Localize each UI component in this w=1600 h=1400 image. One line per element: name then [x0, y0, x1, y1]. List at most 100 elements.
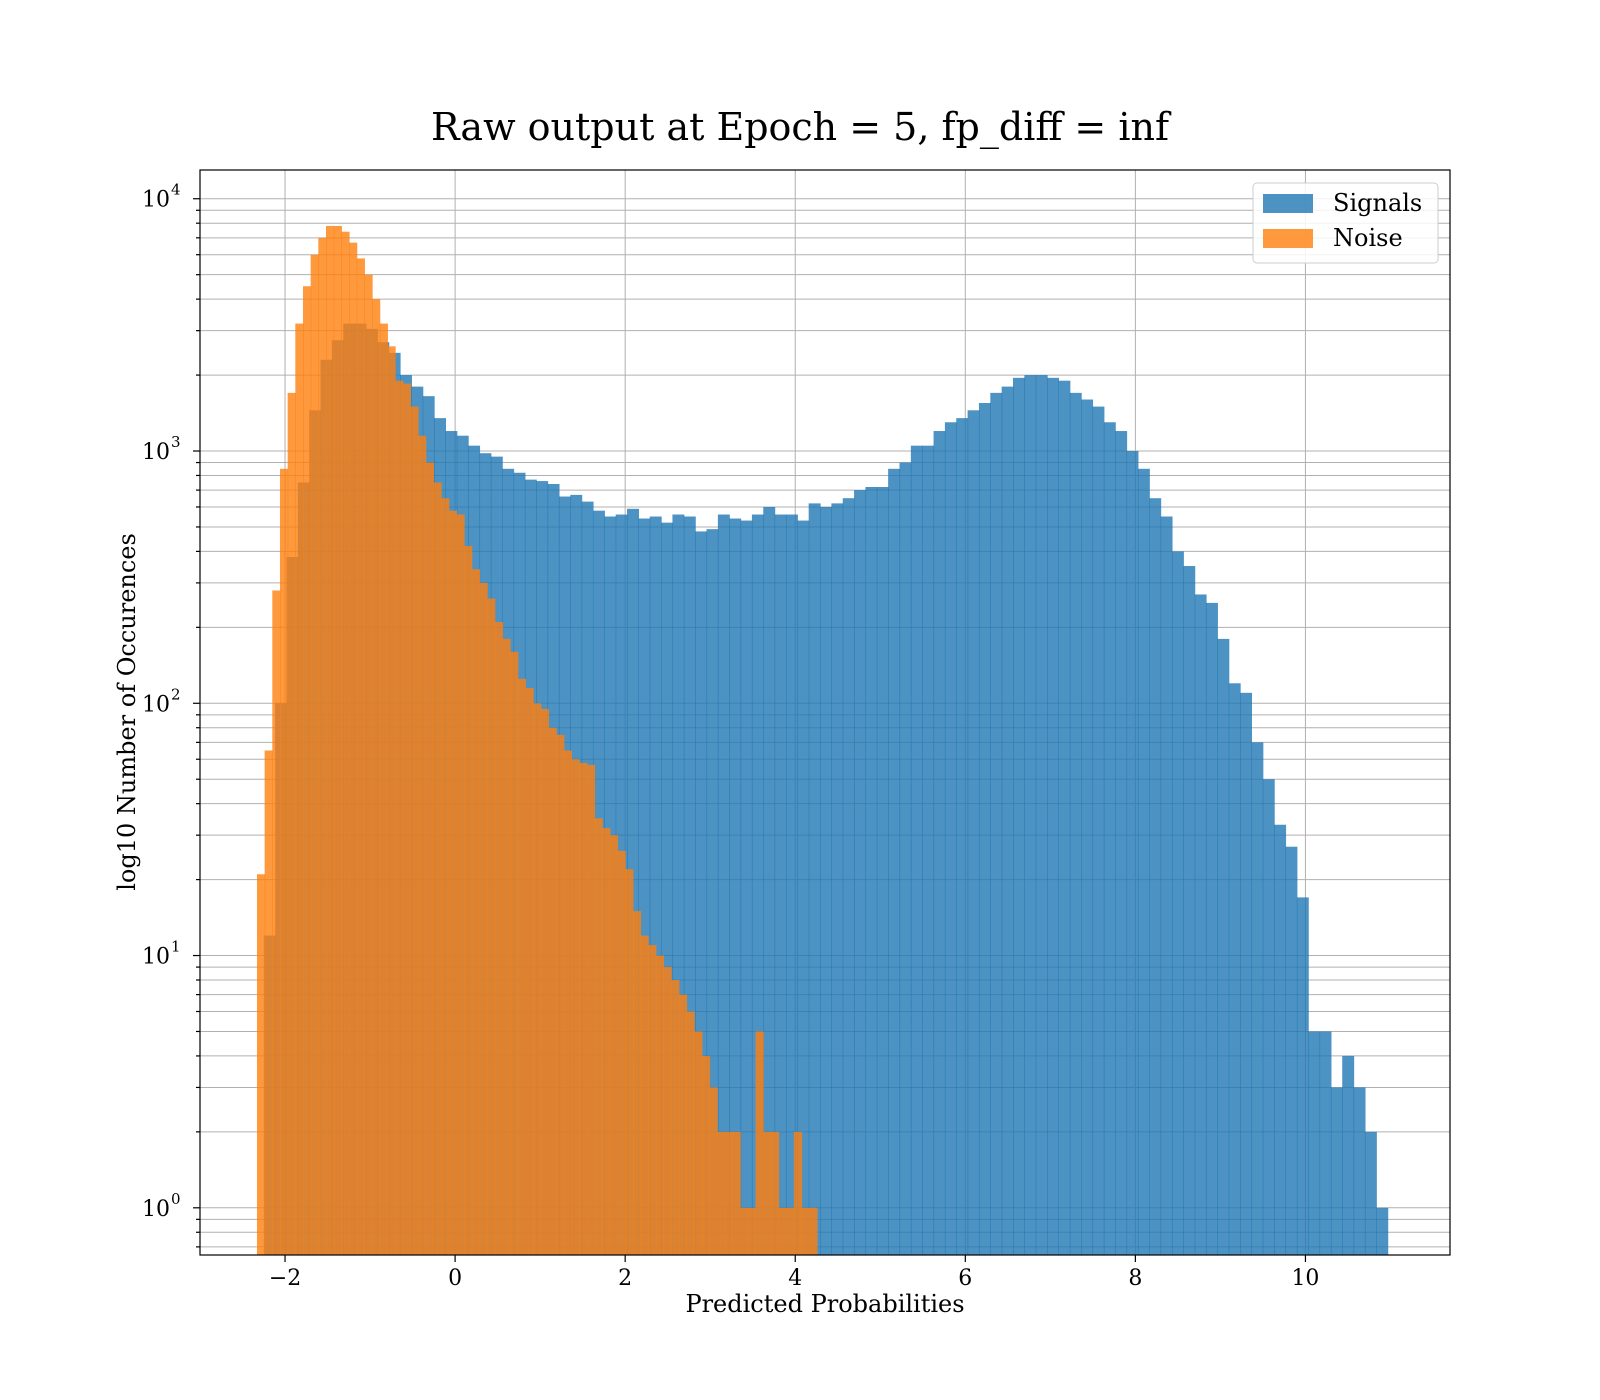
signals-bar: [1081, 399, 1094, 1255]
y-tick-label: 10: [142, 945, 170, 970]
signals-bar: [672, 514, 685, 1255]
signals-bar: [956, 418, 969, 1255]
noise-bar: [256, 874, 266, 1255]
noise-bar: [640, 935, 649, 1255]
y-tick-label: 10: [142, 692, 170, 717]
plot-frame: [199, 169, 1451, 1256]
noise-bar: [770, 1131, 780, 1255]
y-tick-exponent: 4: [171, 181, 181, 199]
noise-bar: [563, 750, 573, 1255]
signals-bar: [1296, 897, 1309, 1255]
signals-bar: [1103, 422, 1116, 1255]
signals-bar: [774, 514, 787, 1255]
noise-bar: [625, 869, 634, 1255]
noise-bar: [448, 510, 457, 1255]
signals-bar: [888, 468, 901, 1255]
y-tick-label: 10: [142, 188, 170, 213]
x-tick-label: 2: [618, 1266, 632, 1291]
y-tick-exponent: 0: [171, 1190, 181, 1208]
noise-bar: [441, 498, 450, 1255]
noise-bar: [594, 818, 603, 1255]
signals-bar: [1183, 566, 1196, 1255]
histogram-bars: [256, 225, 1389, 1256]
noise-bar: [479, 582, 488, 1255]
series-noise: [256, 225, 818, 1256]
noise-bar: [341, 231, 350, 1256]
x-tick-label: 4: [788, 1266, 802, 1291]
noise-bar: [349, 242, 358, 1255]
legend: Signals Noise: [1252, 182, 1439, 264]
signals-bar: [717, 514, 730, 1255]
x-tick-label: 0: [448, 1266, 462, 1291]
noise-bar: [310, 254, 319, 1255]
noise-bar: [379, 323, 388, 1256]
signals-bar: [967, 410, 980, 1255]
y-tick-label: 10: [142, 1197, 170, 1222]
noise-bar: [464, 546, 473, 1255]
signals-bar: [1058, 380, 1071, 1255]
noise-bar: [724, 1131, 734, 1255]
noise-bar: [471, 569, 480, 1255]
noise-bar: [793, 1131, 803, 1255]
noise-bar: [364, 274, 373, 1255]
signals-bar: [1364, 1131, 1377, 1255]
noise-bar: [395, 380, 404, 1255]
signals-bar: [1376, 1207, 1389, 1255]
signals-bar: [1092, 406, 1105, 1256]
signals-bar: [1149, 498, 1162, 1255]
signals-bar: [1115, 431, 1128, 1255]
signals-bar: [763, 506, 776, 1256]
signals-bar: [1047, 377, 1060, 1256]
noise-bar: [387, 346, 396, 1256]
noise-bar: [609, 835, 619, 1255]
signals-bar: [1013, 377, 1025, 1256]
noise-bar: [402, 383, 411, 1255]
signals-bar: [899, 462, 912, 1255]
noise-bar: [671, 979, 680, 1255]
signals-bar: [978, 403, 991, 1255]
noise-bar: [579, 762, 588, 1255]
signals-bar: [1171, 551, 1184, 1255]
signals-bar: [1308, 1031, 1321, 1255]
noise-bar: [295, 323, 304, 1256]
signals-bar: [808, 503, 821, 1255]
noise-bar: [686, 1011, 695, 1255]
noise-bar: [602, 828, 611, 1255]
noise-bar: [632, 911, 642, 1255]
signals-bar: [820, 506, 832, 1256]
signals-bar: [842, 498, 855, 1255]
signals-bar: [1194, 594, 1207, 1255]
noise-bar: [548, 727, 557, 1255]
noise-bar: [655, 955, 665, 1255]
signals-bar: [831, 503, 844, 1255]
signals-bar: [1330, 1087, 1343, 1255]
signals-bar: [706, 529, 719, 1255]
noise-bar: [732, 1131, 741, 1255]
x-tick-label: 6: [958, 1266, 972, 1291]
noise-bar: [333, 225, 342, 1256]
noise-bar: [533, 703, 542, 1255]
noise-bar: [763, 1131, 772, 1255]
noise-bar: [418, 435, 427, 1255]
signals-bar: [1342, 1055, 1355, 1255]
legend-label-noise: Noise: [1333, 224, 1403, 252]
signals-bar: [1069, 392, 1082, 1255]
signals-bar: [683, 516, 696, 1255]
noise-bar: [701, 1055, 711, 1255]
legend-swatch-noise: [1263, 229, 1313, 248]
noise-bar: [456, 514, 465, 1255]
signals-bar: [638, 518, 651, 1255]
signals-bar: [944, 422, 957, 1255]
signals-bar: [1035, 375, 1048, 1255]
legend-label-signals: Signals: [1333, 189, 1422, 217]
y-axis-label: log10 Number of Occurences: [113, 533, 141, 891]
signals-bar: [854, 490, 867, 1256]
noise-bar: [778, 1207, 787, 1255]
signals-bar: [1274, 824, 1287, 1255]
noise-bar: [287, 392, 296, 1255]
noise-bar: [264, 750, 273, 1255]
signals-bar: [797, 520, 810, 1255]
signals-bar: [695, 531, 708, 1255]
chart-title: Raw output at Epoch = 5, fp_diff = inf: [431, 105, 1172, 150]
